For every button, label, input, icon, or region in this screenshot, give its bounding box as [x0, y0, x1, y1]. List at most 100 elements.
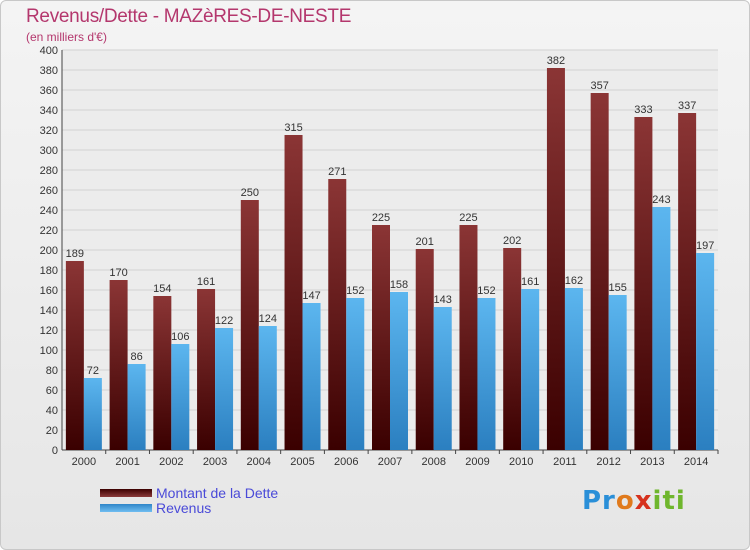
data-label-revenus-2006: 152: [346, 285, 364, 297]
x-tick-label-2014: 2014: [684, 456, 708, 468]
bar-revenus-2008: [433, 307, 452, 450]
bar-revenus-2010: [521, 289, 540, 450]
proxiti-logo: Proxiti: [582, 486, 686, 516]
x-tick-label-2000: 2000: [72, 456, 96, 468]
bar-debt-2012: [590, 93, 609, 450]
y-tick-label: 180: [40, 265, 58, 277]
data-label-revenus-2013: 243: [652, 194, 670, 206]
y-tick-label: 340: [40, 105, 58, 117]
y-tick-label: 240: [40, 205, 58, 217]
x-tick-label-2003: 2003: [203, 456, 227, 468]
bar-revenus-2012: [608, 295, 627, 450]
x-tick-label-2009: 2009: [465, 456, 489, 468]
legend-label-debt: Montant de la Dette: [156, 485, 279, 501]
bar-revenus-2007: [390, 292, 408, 450]
legend-swatch-debt: [100, 489, 152, 497]
chart-subtitle: (en milliers d'€): [26, 30, 107, 44]
data-label-revenus-2012: 155: [608, 282, 626, 294]
data-label-revenus-2002: 106: [171, 331, 189, 343]
bar-debt-2011: [546, 68, 565, 450]
x-tick-label-2001: 2001: [115, 456, 139, 468]
bar-debt-2004: [240, 200, 259, 450]
bar-revenus-2009: [477, 298, 496, 450]
y-tick-label: 320: [40, 125, 58, 137]
bar-debt-2006: [328, 179, 347, 450]
y-tick-label: 80: [46, 365, 58, 377]
data-label-revenus-2004: 124: [259, 313, 277, 325]
bar-revenus-2001: [127, 364, 146, 450]
data-label-revenus-2010: 161: [521, 276, 539, 288]
chart-title: Revenus/Dette - MAZèRES-DE-NESTE: [26, 6, 352, 27]
legend-label-revenus: Revenus: [156, 500, 212, 516]
data-label-debt-2014: 337: [678, 100, 696, 112]
y-tick-label: 40: [46, 405, 58, 417]
x-tick-label-2004: 2004: [247, 456, 271, 468]
y-tick-label: 100: [40, 345, 58, 357]
x-tick-label-2006: 2006: [334, 456, 358, 468]
data-label-debt-2001: 170: [109, 267, 127, 279]
data-label-debt-2006: 271: [328, 166, 346, 178]
bar-debt-2000: [65, 261, 84, 450]
x-tick-label-2005: 2005: [290, 456, 314, 468]
x-tick-label-2002: 2002: [159, 456, 183, 468]
data-label-revenus-2014: 197: [696, 240, 714, 252]
data-label-revenus-2009: 152: [477, 285, 495, 297]
y-tick-label: 160: [40, 285, 58, 297]
y-tick-label: 120: [40, 325, 58, 337]
data-label-revenus-2008: 143: [434, 294, 452, 306]
data-label-debt-2003: 161: [197, 276, 215, 288]
data-label-debt-2002: 154: [153, 283, 171, 295]
y-tick-label: 220: [40, 225, 58, 237]
y-tick-label: 360: [40, 85, 58, 97]
bar-debt-2002: [153, 296, 172, 450]
y-tick-label: 60: [46, 385, 58, 397]
y-tick-label: 0: [52, 445, 58, 457]
data-label-debt-2000: 189: [66, 248, 84, 260]
data-label-debt-2008: 201: [416, 236, 434, 248]
bar-revenus-2013: [652, 207, 671, 450]
bar-revenus-2003: [215, 328, 234, 450]
y-tick-label: 280: [40, 165, 58, 177]
data-label-revenus-2011: 162: [565, 275, 583, 287]
data-label-debt-2012: 357: [590, 80, 608, 92]
bar-debt-2010: [503, 248, 522, 450]
bar-debt-2007: [372, 225, 390, 450]
data-label-revenus-2003: 122: [215, 315, 233, 327]
data-label-debt-2004: 250: [241, 187, 259, 199]
x-tick-label-2013: 2013: [640, 456, 664, 468]
x-tick-label-2010: 2010: [509, 456, 533, 468]
data-label-debt-2011: 382: [547, 55, 565, 67]
y-tick-label: 20: [46, 425, 58, 437]
data-label-revenus-2005: 147: [302, 290, 320, 302]
bar-debt-2009: [459, 225, 478, 450]
data-label-debt-2010: 202: [503, 235, 521, 247]
data-label-debt-2005: 315: [284, 122, 302, 134]
y-tick-label: 140: [40, 305, 58, 317]
data-label-revenus-2000: 72: [87, 365, 99, 377]
x-tick-label-2007: 2007: [378, 456, 402, 468]
bar-revenus-2011: [564, 288, 583, 450]
bar-debt-2008: [415, 249, 434, 450]
data-label-debt-2007: 225: [372, 212, 390, 224]
y-tick-label: 400: [40, 45, 58, 57]
data-label-debt-2013: 333: [634, 104, 652, 116]
legend-swatch-revenus: [100, 504, 152, 512]
data-label-revenus-2007: 158: [390, 279, 408, 291]
y-tick-label: 260: [40, 185, 58, 197]
x-tick-label-2008: 2008: [421, 456, 445, 468]
bar-revenus-2004: [258, 326, 277, 450]
bar-revenus-2006: [346, 298, 365, 450]
bar-revenus-2000: [83, 378, 102, 450]
bar-debt-2005: [284, 135, 303, 450]
x-tick-label-2011: 2011: [553, 456, 577, 468]
y-tick-label: 200: [40, 245, 58, 257]
y-tick-label: 300: [40, 145, 58, 157]
data-label-revenus-2001: 86: [130, 351, 142, 363]
bar-revenus-2005: [302, 303, 321, 450]
bar-debt-2013: [634, 117, 653, 450]
bar-debt-2001: [109, 280, 128, 450]
bar-debt-2014: [678, 113, 697, 450]
y-tick-label: 380: [40, 65, 58, 77]
x-tick-label-2012: 2012: [596, 456, 620, 468]
